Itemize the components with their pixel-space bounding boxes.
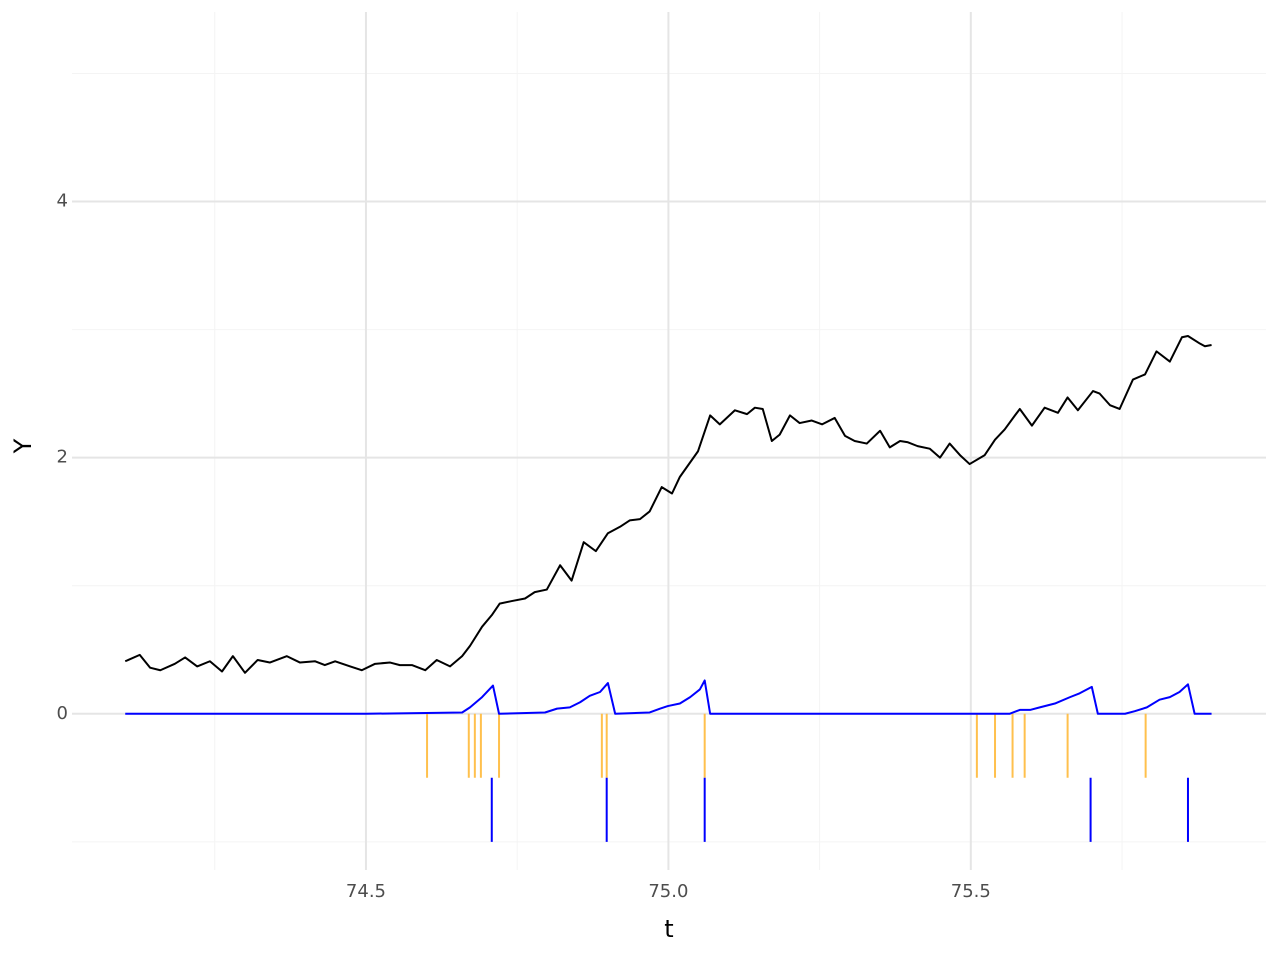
- line: [124, 334, 1212, 674]
- y-tick-label: 0: [57, 703, 68, 724]
- y-tick-label: 4: [57, 191, 68, 212]
- y-axis-title: Y: [9, 438, 37, 454]
- line: [125, 679, 1212, 715]
- x-tick-label: 75.5: [951, 881, 991, 902]
- x-tick-label: 74.5: [346, 881, 386, 902]
- x-axis-title: t: [664, 915, 673, 943]
- y-tick-label: 2: [57, 447, 68, 468]
- x-tick-label: 75.0: [648, 881, 688, 902]
